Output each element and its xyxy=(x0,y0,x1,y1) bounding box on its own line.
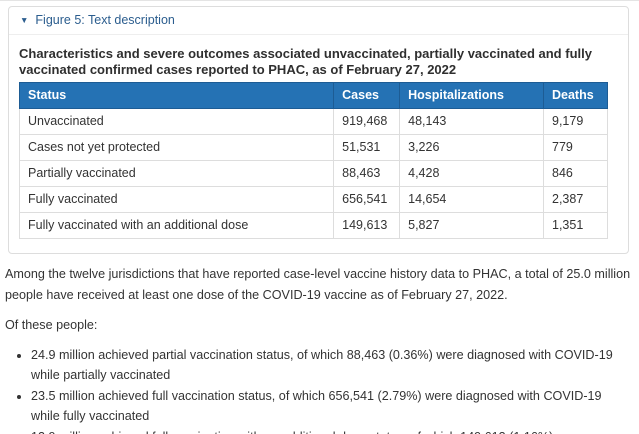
table-row: Partially vaccinated 88,463 4,428 846 xyxy=(18,160,608,187)
figure-details-label: Figure 5: Text description xyxy=(35,13,175,27)
table-header-row: Status Cases Hospitalizations Deaths xyxy=(18,82,608,109)
header-status: Status xyxy=(18,82,335,109)
header-deaths: Deaths xyxy=(543,82,608,109)
figure-details-toggle[interactable]: ▼ Figure 5: Text description xyxy=(9,7,628,35)
table-row: Unvaccinated 919,468 48,143 9,179 xyxy=(18,108,608,135)
intro-paragraph: Among the twelve jurisdictions that have… xyxy=(5,267,631,302)
of-these-paragraph: Of these people: xyxy=(5,318,98,332)
cell-status: Unvaccinated xyxy=(18,108,335,135)
top-divider xyxy=(0,0,639,1)
cell-hospitalizations: 5,827 xyxy=(399,212,544,239)
header-cases: Cases xyxy=(333,82,401,109)
cell-hospitalizations: 3,226 xyxy=(399,134,544,161)
cell-status: Cases not yet protected xyxy=(18,134,335,161)
cell-cases: 656,541 xyxy=(333,186,401,213)
cell-deaths: 779 xyxy=(543,134,608,161)
outcomes-table: Status Cases Hospitalizations Deaths Unv… xyxy=(18,82,608,239)
vaccination-bullet-list: 24.9 million achieved partial vaccinatio… xyxy=(5,346,631,434)
cell-cases: 149,613 xyxy=(333,212,401,239)
table-row: Fully vaccinated 656,541 14,654 2,387 xyxy=(18,186,608,213)
cell-deaths: 1,351 xyxy=(543,212,608,239)
table-row: Cases not yet protected 51,531 3,226 779 xyxy=(18,134,608,161)
description-text: Among the twelve jurisdictions that have… xyxy=(5,264,631,434)
header-hospitalizations: Hospitalizations xyxy=(399,82,544,109)
cell-status: Partially vaccinated xyxy=(18,160,335,187)
list-item: 24.9 million achieved partial vaccinatio… xyxy=(31,346,631,385)
cell-status: Fully vaccinated with an additional dose xyxy=(18,212,335,239)
cell-deaths: 846 xyxy=(543,160,608,187)
figure-details-box: ▼ Figure 5: Text description Characteris… xyxy=(8,6,629,254)
table-row: Fully vaccinated with an additional dose… xyxy=(18,212,608,239)
cell-deaths: 2,387 xyxy=(543,186,608,213)
cell-cases: 919,468 xyxy=(333,108,401,135)
list-item: 12.9 million achieved full vaccination w… xyxy=(31,428,631,434)
cell-hospitalizations: 4,428 xyxy=(399,160,544,187)
list-item: 23.5 million achieved full vaccination s… xyxy=(31,387,631,426)
cell-cases: 51,531 xyxy=(333,134,401,161)
chevron-down-icon: ▼ xyxy=(20,15,29,25)
cell-hospitalizations: 14,654 xyxy=(399,186,544,213)
figure-details-content: Characteristics and severe outcomes asso… xyxy=(9,35,628,253)
cell-hospitalizations: 48,143 xyxy=(399,108,544,135)
cell-deaths: 9,179 xyxy=(543,108,608,135)
table-title: Characteristics and severe outcomes asso… xyxy=(19,46,592,77)
cell-cases: 88,463 xyxy=(333,160,401,187)
cell-status: Fully vaccinated xyxy=(18,186,335,213)
